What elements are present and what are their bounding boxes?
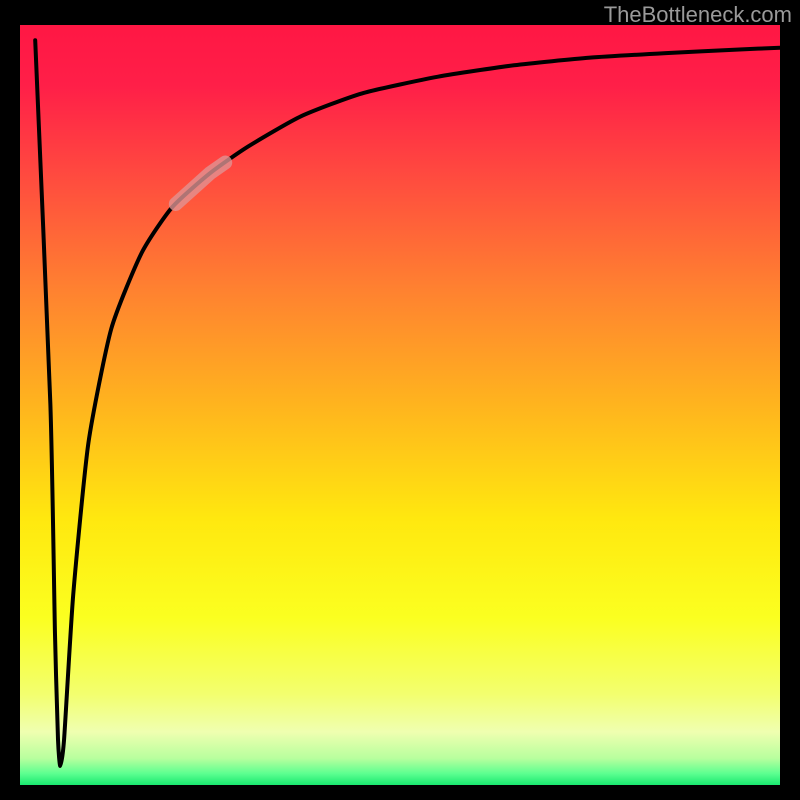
gradient-background (20, 25, 780, 785)
chart-container: TheBottleneck.com (0, 0, 800, 800)
watermark-text: TheBottleneck.com (604, 2, 792, 28)
bottleneck-chart (0, 0, 800, 800)
